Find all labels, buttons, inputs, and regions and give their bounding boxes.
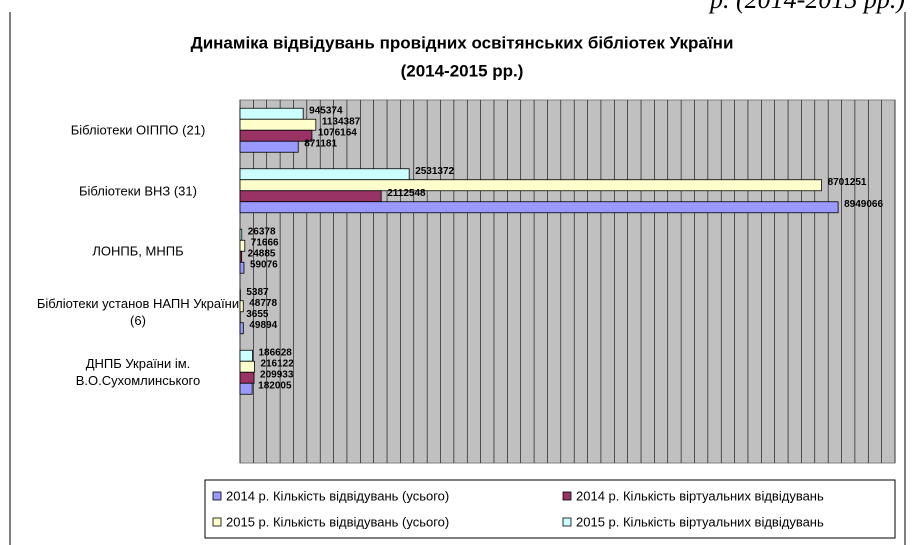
legend-label: 2014 р. Кількість віртуальних відвідуван… (576, 488, 824, 503)
bar (239, 168, 410, 181)
legend-label: 2015 р. Кількість віртуальних відвідуван… (576, 514, 824, 529)
data-label: 186628 (258, 347, 292, 358)
data-label: 209933 (260, 369, 294, 380)
data-label: 3655 (246, 309, 269, 320)
legend-swatch (562, 491, 572, 501)
data-label: 871181 (304, 138, 337, 149)
legend-box (204, 479, 896, 539)
data-label: 182005 (258, 380, 292, 391)
bar (239, 322, 244, 335)
chart-subtitle: (2014-2015 рр.) (401, 61, 524, 80)
legend-swatch (212, 491, 222, 501)
bar (239, 129, 313, 142)
bar (239, 382, 253, 395)
annotation: р. (2014-2015 рр.) (708, 0, 905, 14)
data-label: 2112548 (387, 188, 426, 199)
legend-swatch (562, 517, 572, 527)
data-label: 1076164 (318, 127, 357, 138)
data-label: 945374 (309, 105, 343, 116)
category-label: ДНПБ України ім. В.О.Сухомлинського (75, 356, 201, 389)
bar (239, 190, 382, 203)
bar (239, 261, 245, 274)
bar (239, 140, 299, 153)
bar (239, 179, 822, 192)
category-label: ЛОНПБ, МНПБ (92, 243, 184, 259)
legend-swatch (212, 517, 222, 527)
bar (239, 228, 243, 241)
plot-area (239, 99, 896, 464)
bar (239, 300, 244, 313)
data-label: 26378 (248, 226, 276, 237)
data-label: 49894 (249, 320, 277, 331)
bar (239, 107, 304, 120)
data-label: 2531372 (415, 166, 454, 177)
legend-label: 2014 р. Кількість відвідувань (усього) (226, 488, 449, 503)
data-label: 71666 (251, 237, 279, 248)
chart-title: Динаміка відвідувань провідних освітянсь… (191, 33, 734, 52)
data-label: 5387 (246, 287, 269, 298)
category-label: Бібліотеки установ НАПН України (6) (36, 295, 240, 328)
category-label: Бібліотеки ВНЗ (31) (79, 183, 197, 199)
data-label: 8949066 (844, 199, 883, 210)
data-label: 216122 (260, 358, 294, 369)
category-label: Бібліотеки ОІППО (21) (70, 122, 206, 138)
data-label: 59076 (250, 259, 278, 270)
legend-label: 2015 р. Кількість відвідувань (усього) (226, 514, 449, 529)
bar (239, 239, 246, 252)
data-label: 48778 (249, 298, 277, 309)
data-label: 24885 (248, 248, 276, 259)
data-label: 1134387 (322, 116, 361, 127)
bar (239, 118, 317, 131)
data-label: 8701251 (828, 177, 867, 188)
bar (239, 201, 839, 214)
